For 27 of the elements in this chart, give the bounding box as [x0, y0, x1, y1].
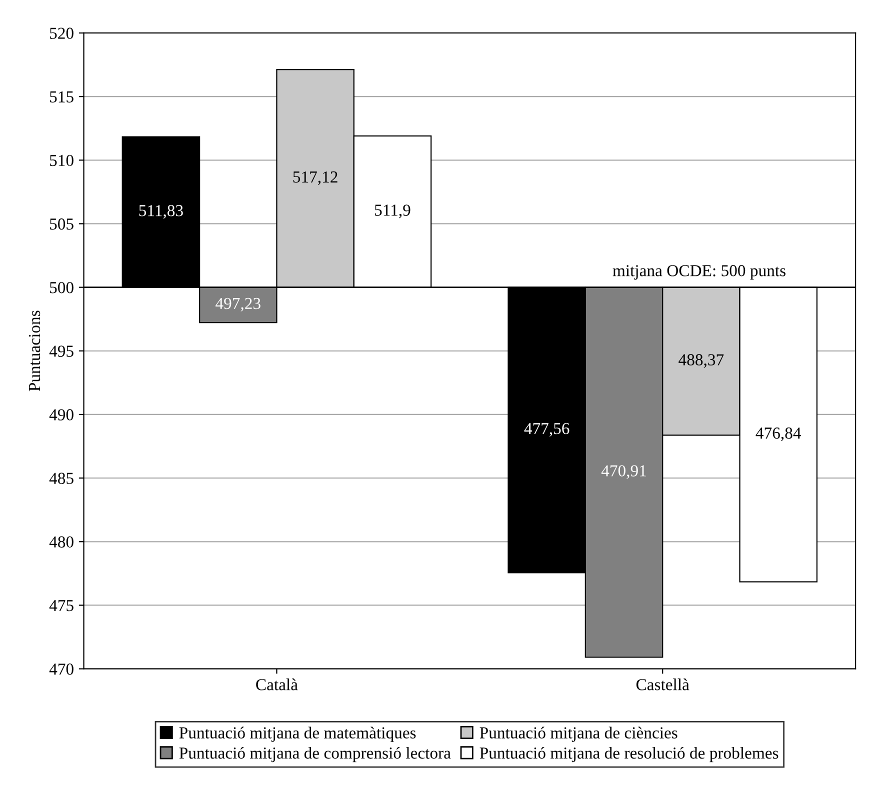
legend-label: Puntuació mitjana de matemàtiques [179, 726, 416, 742]
legend-label: Puntuació mitjana de resolució de problemes [480, 746, 778, 762]
y-tick-label: 520 [50, 28, 74, 39]
y-tick-label: 480 [49, 536, 74, 548]
data-label: 497,23 [216, 298, 260, 312]
y-tick-label: 500 [50, 282, 74, 294]
x-tick-label: Castellà [636, 678, 690, 690]
y-tick-label: 505 [50, 218, 74, 230]
y-tick-label: 495 [49, 346, 74, 357]
y-tick-label: 475 [49, 600, 74, 612]
data-label: 511,83 [139, 205, 183, 219]
data-label: 477,56 [524, 422, 570, 437]
ref-line-label: mitjana OCDE: 500 punts [612, 265, 786, 280]
y-tick-label: 510 [50, 154, 74, 166]
data-label: 488,37 [678, 354, 724, 368]
y-tick-label: 470 [49, 664, 74, 675]
data-label: 517,12 [293, 171, 338, 186]
y-axis-title: Puntuacions [28, 310, 40, 392]
y-tick-label: 515 [50, 91, 74, 102]
data-label: 470,91 [601, 465, 646, 479]
legend-label: Puntuació mitjana de comprensió lectora [179, 746, 451, 762]
legend-label: Puntuació mitjana de ciències [480, 726, 678, 742]
data-label: 476,84 [756, 427, 802, 442]
y-tick-label: 485 [49, 472, 74, 484]
data-label: 511,9 [375, 204, 410, 218]
y-tick-label: 490 [49, 409, 74, 420]
x-tick-label: Català [256, 678, 298, 690]
